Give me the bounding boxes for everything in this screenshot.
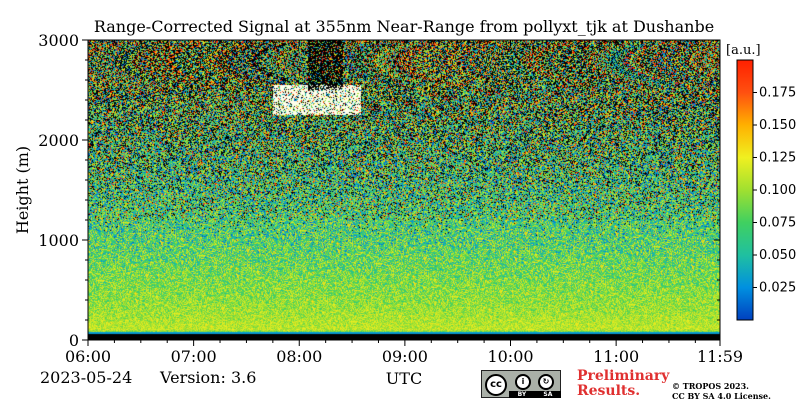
by-icon: i [515, 374, 531, 390]
y-tick-label: 2000 [38, 131, 79, 150]
x-tick-label: 10:00 [487, 347, 533, 366]
colorbar-gradient [736, 59, 754, 321]
y-tick-label: 1000 [38, 231, 79, 250]
x-tick-label: 11:59 [697, 347, 743, 366]
version-label: Version: 3.6 [160, 368, 257, 387]
y-axis: 0 1000 2000 3000 [38, 31, 720, 350]
preliminary-note: Preliminary Results. [577, 368, 670, 399]
y-axis-label: Height (m) [13, 146, 32, 234]
colorbar-tick-label: 0.050 [759, 248, 796, 263]
colorbar-tick-label: 0.125 [759, 151, 796, 166]
license-badge: cc i ↻ BY SA [481, 370, 561, 398]
cc-icon: cc [485, 374, 507, 396]
colorbar-tick-label: 0.100 [759, 183, 796, 198]
y-tick-label: 0 [69, 331, 79, 350]
x-tick-label: 11:00 [593, 347, 639, 366]
plot-frame [87, 39, 721, 341]
chart-title: Range-Corrected Signal at 355nm Near-Ran… [94, 17, 714, 36]
x-tick-label: 08:00 [276, 347, 322, 366]
copyright-note: © TROPOS 2023. CC BY SA 4.0 License. [672, 381, 771, 401]
colorbar-tick-label: 0.150 [759, 118, 796, 133]
x-axis: 06:00 07:00 08:00 09:00 10:00 11:00 11:59 [65, 40, 743, 366]
x-tick-label: 09:00 [382, 347, 428, 366]
colorbar: [a.u.] 0.025 0.050 0.075 0.100 0.125 0.150 0.1… [726, 43, 796, 321]
colorbar-tick-label: 0.025 [759, 281, 796, 296]
license-strip: BY SA [509, 391, 561, 398]
x-tick-label: 06:00 [65, 347, 111, 366]
colorbar-tick-label: 0.175 [759, 86, 796, 101]
plot-area [87, 39, 721, 341]
y-tick-label: 3000 [38, 31, 79, 50]
x-axis-label: UTC [386, 369, 422, 388]
date-label: 2023-05-24 [40, 368, 133, 387]
heatmap-image [88, 40, 720, 340]
x-tick-label: 07:00 [171, 347, 217, 366]
colorbar-unit: [a.u.] [726, 43, 761, 58]
colorbar-tick-label: 0.075 [759, 216, 796, 231]
sa-icon: ↻ [538, 374, 554, 390]
